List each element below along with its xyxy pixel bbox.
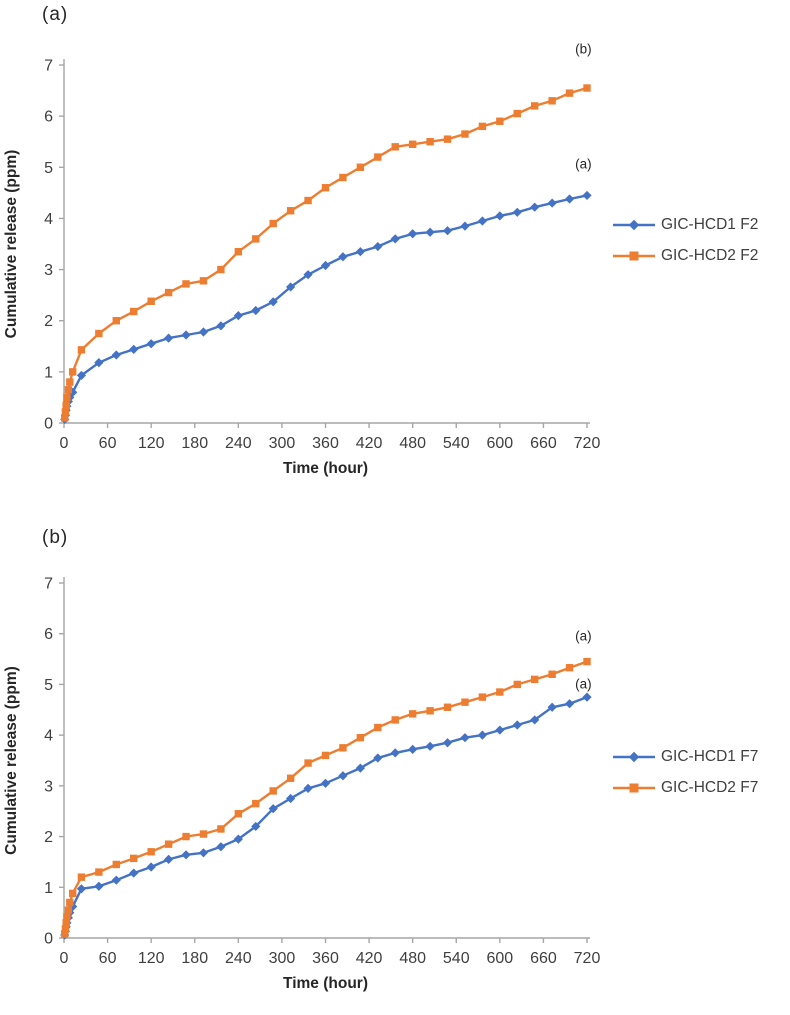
series-annotation: (b)	[575, 42, 592, 57]
y-tick-label: 4	[44, 211, 53, 228]
y-tick-label: 6	[44, 109, 53, 126]
y-tick-label: 7	[44, 58, 53, 75]
x-tick-label: 600	[486, 950, 513, 967]
x-tick-label: 300	[269, 950, 296, 967]
y-tick-label: 1	[44, 364, 53, 381]
x-tick-label: 720	[574, 950, 601, 967]
x-tick-label: 300	[269, 435, 296, 452]
legend-swatch-blue-diamond-icon	[613, 219, 655, 231]
x-tick-label: 120	[138, 435, 165, 452]
y-tick-label: 3	[44, 262, 53, 279]
y-tick-label: 7	[44, 576, 53, 593]
y-axis-title: Cumulative release (ppm)	[3, 666, 20, 855]
series-gic-hcd2-f2	[61, 84, 591, 422]
y-tick-label: 5	[44, 160, 53, 177]
x-tick-label: 180	[181, 435, 208, 452]
x-tick-label: 600	[486, 435, 513, 452]
legend-label: GIC-HCD1 F2	[661, 216, 759, 233]
series-gic-hcd1-f7	[60, 692, 592, 940]
x-axis-title: Time (hour)	[283, 975, 368, 992]
legend-swatch-orange-square-icon	[613, 783, 655, 793]
legend-item-gic-hcd1-f7: GIC-HCD1 F7	[612, 748, 758, 766]
x-tick-label: 0	[60, 950, 69, 967]
legend-item-gic-hcd1-f2: GIC-HCD1 F2	[612, 216, 758, 234]
legend-item-gic-hcd2-f7: GIC-HCD2 F7	[612, 779, 758, 797]
panel-label-b: (b)	[42, 527, 69, 548]
legend-label: GIC-HCD2 F7	[661, 779, 759, 796]
series-annotation: (a)	[575, 628, 592, 643]
axes: 0 1 2 3 4 5 6 7 0 60 120 180 240 300 360 420 480 540 600 66…	[44, 58, 600, 453]
legend-swatch-blue-diamond-icon	[613, 751, 655, 763]
x-tick-label: 540	[443, 435, 470, 452]
y-tick-label: 0	[44, 931, 53, 948]
y-tick-label: 2	[44, 829, 53, 846]
x-tick-label: 420	[356, 950, 383, 967]
x-tick-label: 360	[312, 950, 339, 967]
x-tick-label: 180	[181, 950, 208, 967]
panel-label-a: (a)	[42, 4, 69, 25]
x-tick-label: 720	[574, 435, 601, 452]
x-tick-label: 480	[399, 435, 426, 452]
legend-swatch-orange-square-icon	[613, 251, 655, 261]
y-tick-label: 0	[44, 416, 53, 433]
axes: 0 1 2 3 4 5 6 7 0 60 120 180 240 300 360 420 480 540 600 66…	[44, 576, 600, 968]
x-tick-label: 60	[99, 950, 117, 967]
legend-item-gic-hcd2-f2: GIC-HCD2 F2	[612, 247, 758, 265]
x-axis-title: Time (hour)	[283, 460, 368, 477]
x-tick-label: 60	[99, 435, 117, 452]
legend-label: GIC-HCD2 F2	[661, 247, 759, 264]
y-axis-title: Cumulative release (ppm)	[3, 150, 20, 339]
y-tick-label: 3	[44, 778, 53, 795]
legend-b: GIC-HCD1 F7 GIC-HCD2 F7	[612, 748, 758, 797]
x-tick-label: 480	[399, 950, 426, 967]
x-tick-label: 420	[356, 435, 383, 452]
line-chart-b: 0 1 2 3 4 5 6 7 0 60 120 180 240 300 360 420 480 540 600 66…	[3, 576, 600, 993]
series-annotation: (a)	[575, 676, 592, 691]
y-tick-label: 1	[44, 880, 53, 897]
x-tick-label: 540	[443, 950, 470, 967]
y-tick-label: 4	[44, 728, 53, 745]
y-tick-label: 2	[44, 313, 53, 330]
y-tick-label: 6	[44, 626, 53, 643]
x-tick-label: 0	[60, 435, 69, 452]
y-tick-label: 5	[44, 677, 53, 694]
series-annotation: (a)	[575, 157, 592, 172]
legend-a: GIC-HCD1 F2 GIC-HCD2 F2	[612, 216, 758, 265]
x-tick-label: 660	[530, 435, 557, 452]
x-tick-label: 240	[225, 950, 252, 967]
x-tick-label: 240	[225, 435, 252, 452]
series-gic-hcd2-f7	[61, 657, 591, 938]
line-chart-a: 0 1 2 3 4 5 6 7 0 60 120 180 240 300 360 420 480 540 600 66…	[3, 42, 600, 477]
x-tick-label: 120	[138, 950, 165, 967]
legend-label: GIC-HCD1 F7	[661, 748, 759, 765]
x-tick-label: 660	[530, 950, 557, 967]
x-tick-label: 360	[312, 435, 339, 452]
